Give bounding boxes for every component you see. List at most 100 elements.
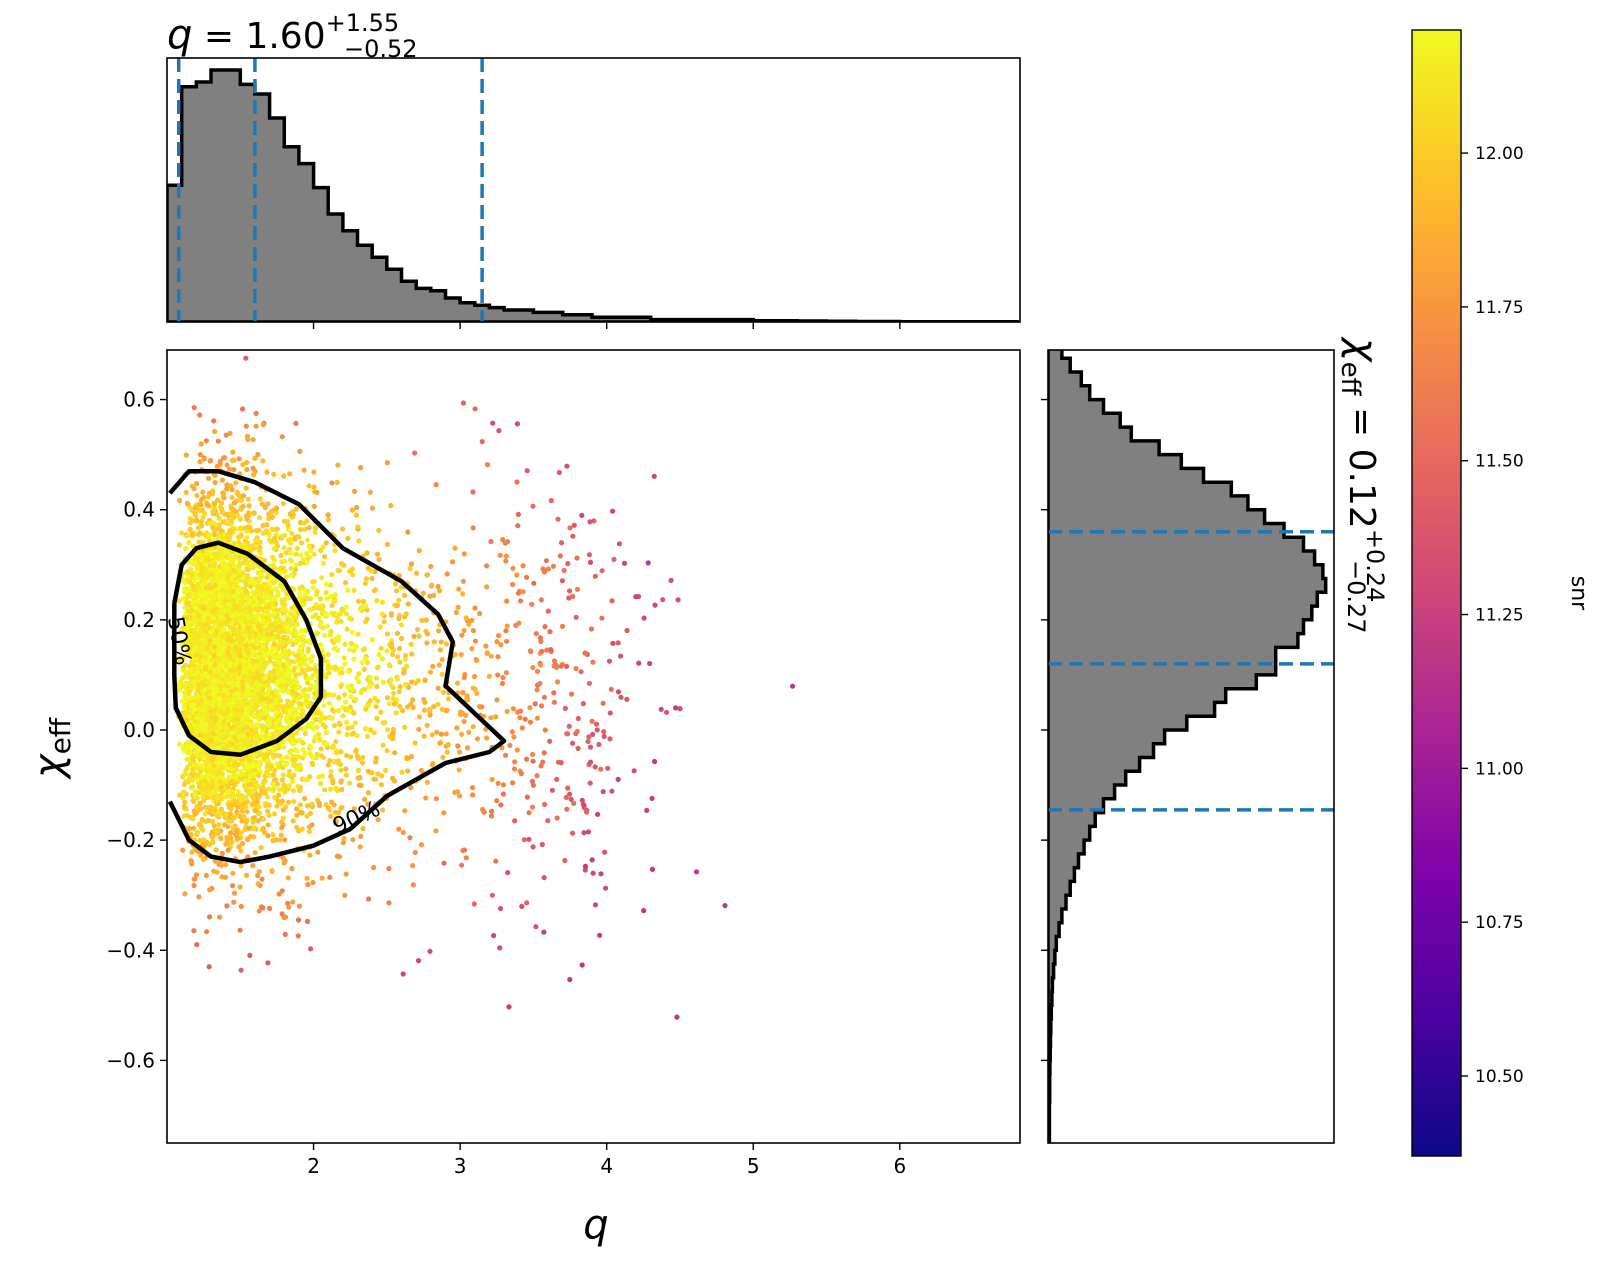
scatter-point — [351, 648, 357, 654]
scatter-point — [322, 787, 328, 793]
scatter-point — [283, 574, 289, 580]
scatter-point — [427, 948, 433, 954]
scatter-point — [470, 525, 476, 531]
scatter-point — [412, 740, 418, 746]
scatter-point — [219, 477, 225, 483]
scatter-point — [494, 639, 500, 645]
scatter-point — [252, 850, 258, 856]
scatter-point — [279, 434, 285, 440]
scatter-point — [461, 847, 468, 853]
scatter-point — [494, 798, 500, 804]
scatter-point — [221, 627, 227, 633]
scatter-point — [271, 546, 277, 552]
scatter-point — [298, 766, 304, 773]
scatter-point — [358, 689, 364, 696]
scatter-point — [514, 572, 520, 578]
scatter-point — [470, 724, 476, 730]
scatter-point — [411, 633, 417, 639]
scatter-point — [362, 581, 368, 587]
scatter-point — [495, 672, 501, 678]
scatter-point — [314, 489, 320, 495]
scatter-point — [365, 801, 371, 807]
scatter-point — [385, 727, 391, 733]
scatter-point — [205, 475, 212, 481]
scatter-point — [606, 658, 613, 664]
scatter-point — [281, 860, 287, 866]
scatter-point — [610, 640, 616, 647]
scatter-point — [325, 517, 331, 523]
scatter-point — [364, 607, 370, 613]
scatter-point — [551, 658, 558, 664]
scatter-point — [367, 698, 373, 704]
scatter-point — [314, 588, 320, 595]
scatter-point — [441, 810, 447, 816]
scatter-point — [545, 818, 551, 824]
scatter-point — [518, 771, 525, 777]
scatter-point — [567, 791, 573, 797]
scatter-point — [230, 883, 236, 889]
scatter-point — [371, 730, 377, 736]
scatter-point — [526, 836, 532, 843]
scatter-point — [599, 568, 605, 574]
scatter-point — [297, 591, 303, 597]
scatter-point — [219, 850, 225, 856]
scatter-point — [308, 946, 314, 952]
scatter-point — [558, 540, 565, 546]
scatter-point — [241, 783, 247, 789]
scatter-point — [191, 928, 197, 934]
scatter-point — [325, 762, 331, 768]
scatter-point — [469, 646, 475, 652]
q-summary-lower: −0.52 — [344, 35, 418, 63]
scatter-point — [297, 448, 303, 454]
scatter-point — [197, 412, 203, 418]
scatter-point — [349, 507, 355, 513]
scatter-point — [470, 792, 476, 798]
scatter-point — [281, 473, 287, 479]
scatter-point — [251, 613, 257, 619]
scatter-point — [211, 823, 217, 829]
scatter-point — [299, 540, 305, 546]
scatter-point — [334, 787, 340, 794]
top-histogram-frame — [166, 57, 1021, 323]
scatter-point — [280, 621, 286, 627]
scatter-point — [310, 880, 316, 886]
scatter-point — [354, 733, 360, 739]
scatter-point — [372, 776, 379, 782]
scatter-point — [232, 771, 238, 778]
scatter-point — [631, 768, 637, 774]
scatter-point — [177, 497, 183, 504]
scatter-point — [338, 749, 344, 755]
scatter-point — [556, 469, 562, 476]
scatter-point — [262, 830, 268, 836]
scatter-point — [602, 849, 608, 855]
scatter-point — [439, 671, 445, 678]
scatter-point — [484, 650, 490, 656]
scatter-point — [180, 847, 186, 853]
scatter-point — [228, 518, 235, 524]
scatter-point — [480, 806, 486, 813]
scatter-point — [351, 806, 357, 812]
scatter-point — [444, 749, 450, 755]
scatter-point — [413, 570, 420, 576]
scatter-point — [293, 672, 299, 679]
scatter-point — [190, 816, 196, 822]
scatter-point — [509, 780, 516, 786]
scatter-point — [601, 729, 607, 735]
scatter-point — [405, 704, 411, 710]
scatter-point — [598, 766, 604, 772]
scatter-point — [398, 584, 404, 590]
scatter-point — [335, 567, 341, 573]
scatter-point — [279, 777, 285, 783]
scatter-point — [360, 754, 366, 761]
scatter-point — [220, 519, 226, 525]
scatter-point — [207, 887, 213, 893]
scatter-point — [294, 806, 300, 812]
scatter-point — [379, 599, 386, 605]
scatter-point — [563, 794, 569, 801]
scatter-point — [294, 748, 300, 754]
scatter-point — [479, 439, 485, 445]
scatter-point — [356, 671, 362, 677]
scatter-point — [722, 903, 728, 909]
scatter-point — [495, 780, 501, 786]
scatter-point — [565, 731, 571, 737]
